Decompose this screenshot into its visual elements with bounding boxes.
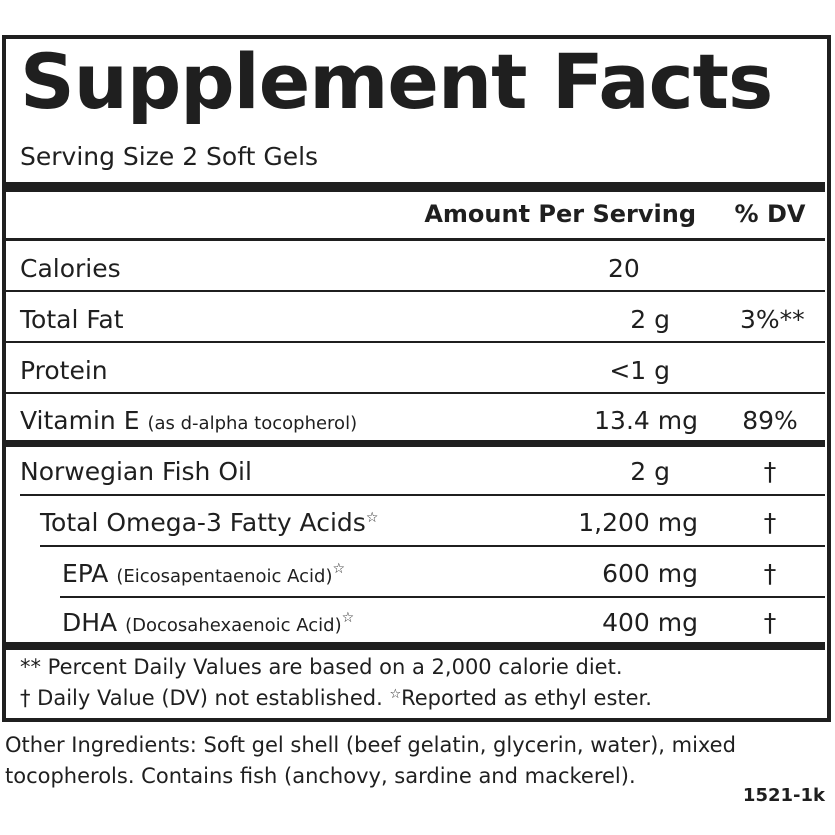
footnote-dv-not-established: † Daily Value (DV) not established. ☆Rep…: [20, 688, 652, 709]
panel-title: Supplement Facts: [20, 37, 773, 126]
row-omega3-name: Total Omega-3 Fatty Acids☆: [40, 510, 378, 535]
other-ingredients: Other Ingredients: Soft gel shell (beef …: [5, 733, 736, 788]
amount-per-serving-header: Amount Per Serving: [424, 200, 696, 228]
thick-divider: [4, 440, 825, 447]
row-divider: [60, 596, 825, 598]
row-vitamin-e-amount: 13.4 mg: [594, 406, 698, 435]
nutrient-qualifier: (as d-alpha tocopherol): [147, 413, 358, 434]
row-dha-name: DHA (Docosahexaenoic Acid)☆: [62, 610, 354, 635]
row-divider: [4, 392, 825, 394]
thick-divider: [4, 642, 825, 650]
ethyl-ester-star-icon: ☆: [332, 561, 346, 577]
nutrient-name: Protein: [20, 356, 108, 385]
nutrient-name: EPA: [62, 559, 109, 588]
supplement-facts-panel: [2, 35, 831, 722]
row-fish-oil-dv: †: [763, 457, 777, 486]
row-vitamin-e-dv: 89%: [742, 406, 798, 435]
footnote-ethyl-ester-text: Reported as ethyl ester.: [401, 686, 652, 710]
ethyl-ester-star-icon: ☆: [365, 510, 379, 526]
row-total-fat-name: Total Fat: [20, 307, 124, 332]
row-total-fat-amount: 2 g: [630, 305, 670, 334]
nutrient-qualifier: (Docosahexaenoic Acid): [125, 615, 342, 636]
ethyl-ester-star-icon: ☆: [389, 687, 402, 702]
ethyl-ester-star-icon: ☆: [341, 610, 355, 626]
nutrient-qualifier: (Eicosapentaenoic Acid): [116, 566, 333, 587]
nutrient-name: Vitamin E: [20, 406, 140, 435]
row-omega3-amount: 1,200 mg: [578, 508, 698, 537]
row-protein-name: Protein: [20, 358, 108, 383]
thick-divider: [4, 182, 825, 192]
nutrient-name: Calories: [20, 254, 121, 283]
footnote-percent-dv: ** Percent Daily Values are based on a 2…: [20, 655, 623, 679]
row-epa-name: EPA (Eicosapentaenoic Acid)☆: [62, 561, 345, 586]
row-divider: [20, 494, 825, 496]
row-omega3-dv: †: [763, 508, 777, 537]
serving-size: Serving Size 2 Soft Gels: [20, 142, 319, 171]
dv-header: % DV: [734, 200, 806, 228]
row-protein-amount: <1 g: [609, 356, 670, 385]
header-divider: [4, 238, 825, 241]
footnote-dagger-text: † Daily Value (DV) not established.: [20, 686, 383, 710]
row-total-fat-dv: 3%**: [740, 305, 805, 334]
row-dha-amount: 400 mg: [602, 608, 698, 637]
row-divider: [4, 290, 825, 292]
row-fish-oil-amount: 2 g: [630, 457, 670, 486]
nutrient-name: Total Fat: [20, 305, 124, 334]
row-calories-name: Calories: [20, 256, 121, 281]
row-fish-oil-name: Norwegian Fish Oil: [20, 459, 252, 484]
row-vitamin-e-name: Vitamin E (as d-alpha tocopherol): [20, 408, 357, 433]
row-divider: [4, 341, 825, 343]
row-calories-amount: 20: [608, 254, 640, 283]
row-epa-dv: †: [763, 559, 777, 588]
row-epa-amount: 600 mg: [602, 559, 698, 588]
nutrient-name: Total Omega-3 Fatty Acids: [40, 508, 366, 537]
row-divider: [40, 545, 825, 547]
nutrient-name: Norwegian Fish Oil: [20, 457, 252, 486]
nutrient-name: DHA: [62, 608, 118, 637]
product-code: 1521-1k: [742, 785, 825, 806]
row-dha-dv: †: [763, 608, 777, 637]
